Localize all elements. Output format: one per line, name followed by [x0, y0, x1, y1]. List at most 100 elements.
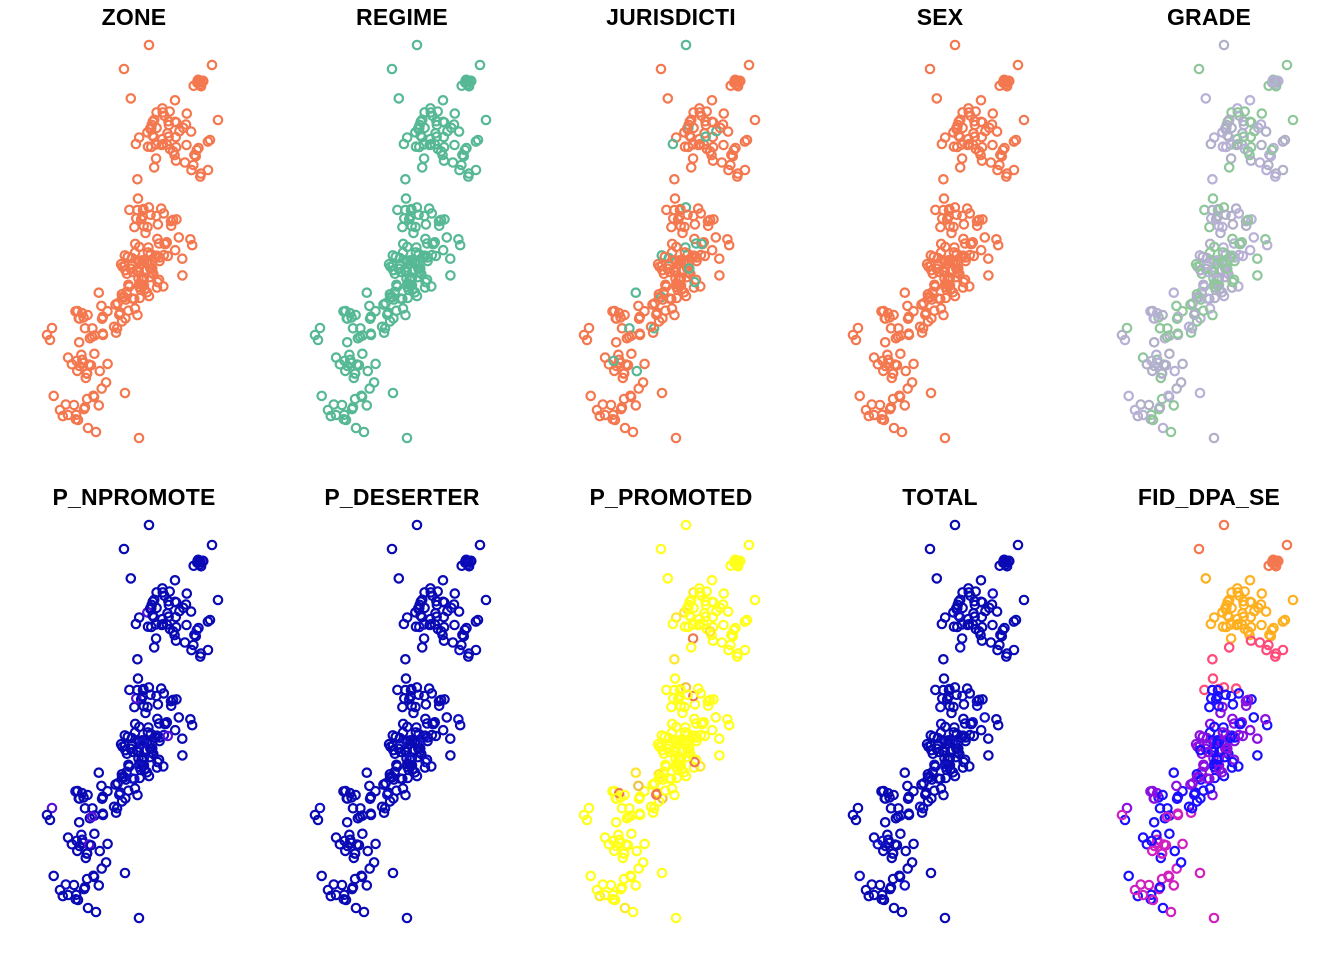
map-point: [79, 881, 91, 893]
map-point: [605, 399, 617, 411]
map-point: [1217, 727, 1229, 738]
map-point: [878, 414, 890, 426]
map-panel-jurisdicti: JURISDICTI: [537, 0, 805, 480]
map-point: [660, 785, 671, 796]
map-point: [949, 519, 961, 531]
map-point: [122, 731, 134, 743]
map-point: [167, 626, 179, 637]
map-point: [663, 259, 675, 271]
map-point: [341, 793, 353, 804]
map-point: [1143, 399, 1155, 411]
map-point: [1177, 358, 1188, 370]
map-point: [456, 159, 467, 171]
map-point: [616, 881, 628, 893]
map-point: [958, 276, 969, 288]
map-point: [137, 204, 149, 216]
map-point: [976, 635, 988, 646]
map-point: [378, 807, 390, 818]
map-point: [1252, 733, 1263, 745]
map-point: [127, 773, 138, 784]
map-point: [700, 116, 711, 127]
map-point: [1260, 234, 1271, 245]
map-point: [627, 426, 639, 438]
map-point: [676, 764, 687, 775]
map-point: [449, 139, 460, 151]
map-point: [391, 761, 403, 772]
map-point: [164, 106, 175, 117]
map-point: [670, 912, 682, 924]
map-point: [655, 63, 667, 75]
map-point: [165, 700, 177, 712]
map-point: [81, 848, 93, 859]
map-point: [132, 654, 143, 665]
map-point: [402, 721, 413, 733]
map-point: [679, 727, 691, 738]
map-point: [41, 809, 53, 821]
map-point: [1214, 764, 1225, 775]
map-point: [1216, 257, 1228, 268]
map-point: [634, 808, 646, 819]
map-point: [722, 126, 734, 137]
map-point: [695, 208, 707, 219]
map-point: [938, 684, 949, 696]
map-point: [96, 780, 107, 792]
map-point: [931, 93, 943, 104]
point-map: [309, 519, 492, 924]
map-point: [388, 744, 399, 756]
map-point: [1244, 575, 1256, 586]
map-point: [1263, 639, 1274, 651]
map-point: [854, 390, 865, 402]
map-point: [949, 39, 961, 51]
map-point: [1172, 808, 1184, 819]
map-point: [401, 912, 413, 924]
map-point: [900, 845, 912, 857]
map-point: [1200, 93, 1212, 104]
map-point: [453, 714, 464, 725]
map-point: [1193, 543, 1205, 555]
map-point: [684, 263, 695, 274]
map-point: [1207, 204, 1218, 216]
map-point: [382, 789, 393, 800]
map-point: [202, 644, 214, 656]
map-point: [181, 108, 193, 119]
map-point: [943, 738, 954, 749]
map-point: [674, 738, 685, 749]
map-point: [1248, 232, 1260, 243]
map-point: [454, 644, 465, 656]
map-point: [991, 714, 1002, 725]
map-point: [415, 130, 426, 141]
map-point: [1198, 281, 1210, 292]
map-point: [953, 130, 964, 141]
map-point: [1161, 811, 1173, 823]
map-point: [956, 252, 967, 264]
map-point: [185, 714, 196, 725]
map-point: [693, 619, 704, 631]
map-point: [1204, 303, 1216, 314]
map-point: [925, 867, 937, 879]
map-panel-sex: SEX: [806, 0, 1074, 480]
map-point: [433, 700, 445, 712]
map-point: [454, 239, 466, 251]
map-panel-p-deserter: P_DESERTER: [268, 480, 536, 960]
map-point: [887, 368, 899, 379]
map-point: [102, 838, 113, 850]
map-point: [437, 95, 449, 106]
map-point: [1244, 724, 1256, 736]
map-point: [741, 134, 753, 146]
map-point: [1156, 368, 1168, 379]
map-point: [1165, 426, 1177, 438]
map-point: [1194, 387, 1206, 399]
map-point: [81, 368, 93, 379]
map-point: [192, 75, 203, 86]
map-point: [126, 739, 138, 751]
map-point: [732, 651, 743, 662]
point-map: [1116, 519, 1299, 924]
map-point: [704, 626, 716, 637]
map-point: [110, 807, 122, 818]
map-point: [449, 588, 461, 599]
map-point: [167, 214, 179, 226]
map-point: [888, 309, 899, 321]
panel-title: REGIME: [356, 4, 448, 30]
map-point: [728, 624, 740, 636]
map-point: [706, 724, 718, 736]
